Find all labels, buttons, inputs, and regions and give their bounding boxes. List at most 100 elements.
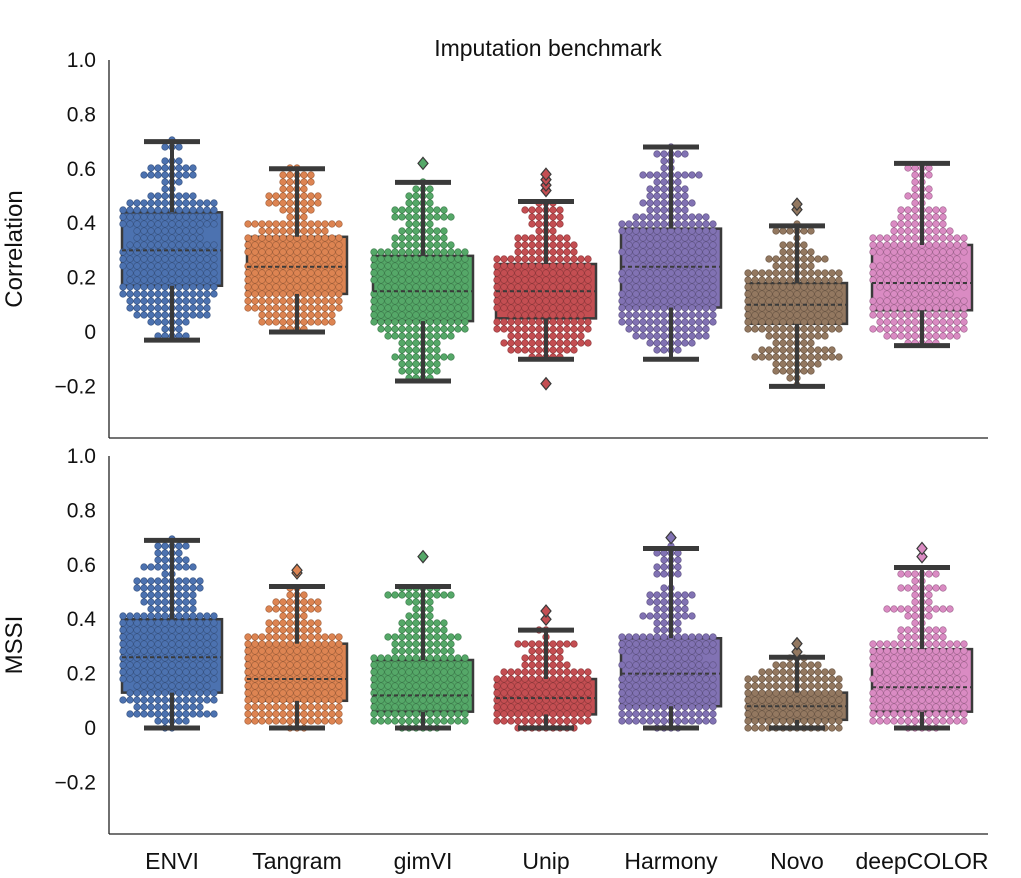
swarm-point: [133, 703, 141, 711]
swarm-point: [447, 591, 455, 599]
swarm-point: [632, 703, 640, 711]
swarm-point: [549, 276, 557, 284]
swarm-point: [147, 661, 155, 669]
swarm-point: [168, 220, 176, 228]
swarm-point: [653, 311, 661, 319]
swarm-point: [646, 703, 654, 711]
swarm-point: [946, 297, 954, 305]
swarm-point: [175, 717, 183, 725]
swarm-point: [500, 255, 508, 263]
swarm-point: [447, 248, 455, 256]
swarm-point: [210, 283, 218, 291]
box-group-gimvi: [370, 549, 475, 732]
swarm-point: [300, 318, 308, 326]
swarm-point: [370, 262, 378, 270]
swarm-point: [454, 248, 462, 256]
swarm-point: [154, 164, 162, 172]
swarm-point: [869, 241, 877, 249]
swarm-point: [419, 661, 427, 669]
swarm-point: [646, 199, 654, 207]
swarm-point: [911, 696, 919, 704]
swarm-point: [514, 234, 522, 242]
swarm-point: [398, 262, 406, 270]
swarm-point: [189, 297, 197, 305]
swarm-point: [133, 269, 141, 277]
swarm-point: [800, 318, 808, 326]
swarm-point: [800, 367, 808, 375]
swarm-point: [772, 227, 780, 235]
swarm-point: [196, 633, 204, 641]
swarm-point: [925, 626, 933, 634]
swarm-point: [286, 612, 294, 620]
swarm-point: [646, 598, 654, 606]
swarm-point: [419, 297, 427, 305]
swarm-point: [674, 661, 682, 669]
swarm-point: [175, 626, 183, 634]
swarm-point: [251, 661, 259, 669]
swarm-point: [869, 717, 877, 725]
swarm-point: [493, 689, 501, 697]
swarm-point: [556, 248, 564, 256]
swarm-point: [182, 633, 190, 641]
swarm-point: [814, 696, 822, 704]
swarm-point: [279, 654, 287, 662]
swarm-point: [405, 269, 413, 277]
swarm-point: [869, 248, 877, 256]
swarm-point: [412, 283, 420, 291]
swarm-point: [244, 297, 252, 305]
swarm-point: [646, 192, 654, 200]
swarm-point: [426, 234, 434, 242]
swarm-point: [500, 276, 508, 284]
swarm-point: [258, 269, 266, 277]
swarm-point: [758, 717, 766, 725]
swarm-point: [639, 703, 647, 711]
swarm-point: [391, 661, 399, 669]
swarm-point: [447, 276, 455, 284]
swarm-point: [925, 696, 933, 704]
swarm-point: [918, 696, 926, 704]
swarm-point: [563, 283, 571, 291]
swarm-point: [119, 213, 127, 221]
swarm-point: [321, 703, 329, 711]
swarm-point: [570, 640, 578, 648]
swarm-point: [147, 311, 155, 319]
swarm-point: [175, 283, 183, 291]
swarm-point: [932, 668, 940, 676]
swarm-point: [674, 717, 682, 725]
swarm-point: [681, 710, 689, 718]
swarm-point: [279, 248, 287, 256]
swarm-point: [667, 269, 675, 277]
swarm-point: [528, 269, 536, 277]
swarm-point: [154, 262, 162, 270]
swarm-point: [883, 290, 891, 298]
swarm-point: [140, 255, 148, 263]
swarm-point: [447, 255, 455, 263]
swarm-point: [556, 339, 564, 347]
swarm-point: [405, 661, 413, 669]
swarm-point: [175, 619, 183, 627]
swarm-point: [890, 332, 898, 340]
swarm-point: [911, 633, 919, 641]
swarm-point: [147, 234, 155, 242]
swarm-point: [412, 353, 420, 361]
swarm-point: [646, 339, 654, 347]
swarm-point: [251, 297, 259, 305]
swarm-point: [528, 640, 536, 648]
swarm-point: [314, 304, 322, 312]
swarm-point: [210, 255, 218, 263]
swarm-point: [147, 297, 155, 305]
swarm-point: [563, 668, 571, 676]
swarm-point: [461, 717, 469, 725]
swarm-point: [890, 654, 898, 662]
swarm-point: [300, 192, 308, 200]
swarm-point: [674, 192, 682, 200]
swarm-point: [570, 339, 578, 347]
swarm-point: [507, 318, 515, 326]
swarm-point: [807, 339, 815, 347]
swarm-point: [563, 297, 571, 305]
swarm-point: [653, 290, 661, 298]
swarm-point: [447, 668, 455, 676]
swarm-point: [911, 283, 919, 291]
swarm-point: [405, 248, 413, 256]
swarm-point: [140, 689, 148, 697]
